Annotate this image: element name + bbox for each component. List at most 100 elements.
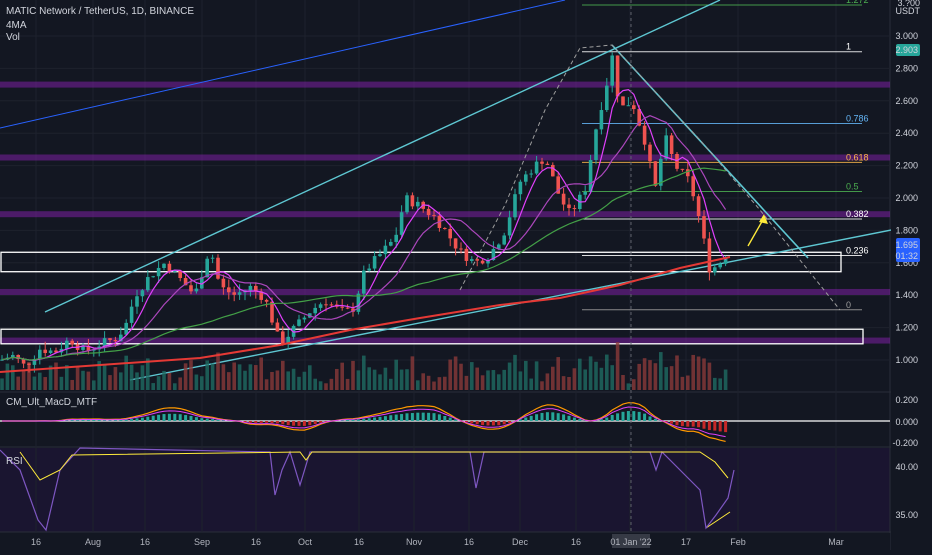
macd-histogram-bar (249, 421, 252, 423)
candle-body (195, 289, 199, 292)
candle-body (346, 308, 350, 309)
rsi-indicator-label[interactable]: RSI (6, 456, 23, 467)
macd-histogram-bar (389, 415, 392, 421)
bar-countdown-text: 01:32 (895, 251, 918, 261)
volume-bar (443, 377, 447, 390)
volume-bar (416, 380, 420, 390)
macd-histogram-bar (163, 414, 166, 421)
volume-bar (578, 359, 582, 390)
candle-body (627, 105, 631, 106)
macd-histogram-bar (622, 412, 625, 421)
candle-body (400, 212, 404, 235)
fib-level-label: 0.5 (846, 182, 859, 192)
volume-bar (675, 355, 679, 390)
volume-bar (648, 360, 652, 390)
macd-histogram-bar (568, 416, 571, 421)
time-axis-label: 16 (354, 537, 364, 547)
macd-histogram-bar (632, 411, 635, 421)
candle-body (189, 285, 193, 291)
candle-body (38, 350, 42, 359)
volume-bar (173, 383, 177, 390)
time-axis-label: 17 (681, 537, 691, 547)
volume-bar (124, 356, 128, 390)
candle-body (594, 129, 598, 160)
candle-body (664, 135, 668, 158)
candle-body (459, 249, 463, 250)
macd-histogram-bar (492, 421, 495, 425)
candle-body (546, 164, 550, 165)
volume-bar (162, 371, 166, 390)
volume-bar (432, 382, 436, 390)
volume-bar (535, 361, 539, 390)
volume-bar (691, 355, 695, 390)
indicator-4ma-label[interactable]: 4MA (6, 20, 27, 31)
volume-bar (276, 370, 280, 390)
time-axis-label: Nov (406, 537, 423, 547)
macd-axis-tick: 0.000 (895, 417, 918, 427)
candle-body (454, 238, 458, 248)
volume-bar (76, 367, 80, 390)
volume-bar (697, 357, 701, 390)
candle-body (573, 208, 577, 209)
macd-histogram-bar (276, 421, 279, 424)
candle-body (686, 169, 690, 176)
volume-bar (33, 377, 37, 390)
candle-body (232, 292, 236, 295)
time-axis-label: 16 (140, 537, 150, 547)
volume-bar (497, 374, 501, 390)
volume-bar (184, 363, 188, 390)
volume-bar (681, 377, 685, 390)
candle-body (427, 209, 431, 215)
macd-histogram-bar (303, 421, 306, 426)
macd-histogram-bar (271, 421, 274, 423)
candle-body (135, 296, 139, 306)
volume-bar (65, 365, 69, 390)
candle-body (313, 308, 317, 313)
candle-body (265, 300, 269, 302)
macd-indicator-label[interactable]: CM_Ult_MacD_MTF (6, 397, 97, 408)
volume-bar (103, 365, 107, 390)
volume-bar (243, 371, 247, 390)
volume-bar (22, 371, 26, 390)
macd-histogram-bar (168, 414, 171, 421)
macd-histogram-bar (438, 414, 441, 421)
macd-histogram-bar (692, 421, 695, 427)
volume-bar (713, 378, 717, 390)
macd-histogram-bar (109, 420, 112, 421)
candle-body (670, 135, 674, 154)
macd-histogram-bar (406, 413, 409, 421)
time-axis-label: 16 (571, 537, 581, 547)
volume-bar (330, 379, 334, 390)
volume-bar (529, 379, 533, 390)
macd-histogram-bar (503, 421, 506, 424)
macd-histogram-bar (416, 413, 419, 421)
macd-histogram-bar (713, 421, 716, 431)
candle-body (519, 182, 523, 194)
macd-histogram-bar (557, 413, 560, 421)
fib-level-label: 0.786 (846, 113, 869, 123)
macd-histogram-bar (146, 417, 149, 421)
volume-bar (43, 377, 47, 390)
fib-level-label: 1.272 (846, 0, 869, 5)
price-axis-currency: USDT (896, 6, 921, 16)
volume-bar (54, 363, 58, 390)
volume-bar (357, 370, 361, 390)
volume-bar (486, 370, 490, 390)
volume-bar (270, 372, 274, 390)
macd-histogram-bar (362, 419, 365, 421)
volume-bar (427, 376, 431, 390)
volume-bar (319, 381, 323, 390)
macd-histogram-bar (125, 420, 128, 421)
volume-bar (151, 383, 155, 390)
volume-bar (189, 360, 193, 390)
volume-bar (583, 369, 587, 390)
resistance-zone (0, 82, 890, 88)
volume-bar (351, 361, 355, 390)
macd-axis-tick: 0.200 (895, 395, 918, 405)
macd-histogram-bar (551, 412, 554, 421)
indicator-vol-label[interactable]: Vol (6, 32, 20, 43)
macd-histogram-bar (184, 415, 187, 421)
volume-bar (502, 370, 506, 390)
